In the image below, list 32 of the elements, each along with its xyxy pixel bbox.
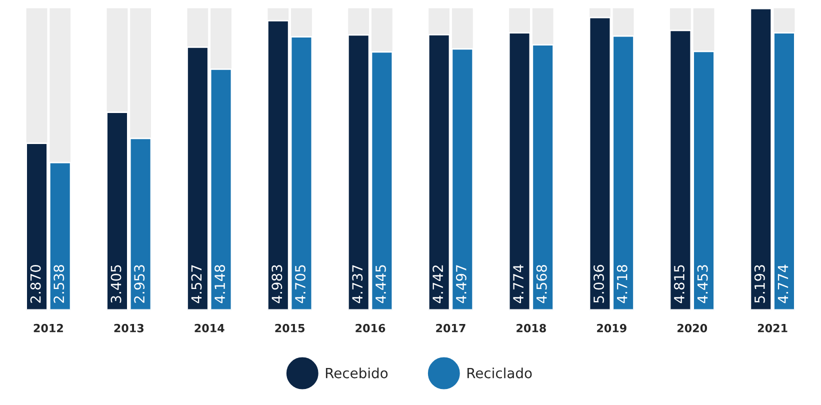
data-label: 5.193 bbox=[754, 265, 765, 303]
data-label: 4.148 bbox=[214, 264, 226, 304]
x-tick-label: 2019 bbox=[597, 324, 626, 332]
x-tick-label: 2020 bbox=[678, 324, 708, 332]
x-tick-label: 2013 bbox=[114, 324, 144, 332]
data-label: 4.705 bbox=[295, 265, 306, 304]
data-label: 2.538 bbox=[54, 264, 64, 303]
data-label: 4.737 bbox=[352, 265, 363, 304]
x-tick-label: 2014 bbox=[194, 324, 224, 332]
legend-label: Reciclado bbox=[467, 368, 532, 378]
data-label: 4.742 bbox=[432, 265, 443, 304]
x-tick-label: 2021 bbox=[758, 324, 788, 332]
data-label: 4.445 bbox=[376, 265, 386, 304]
legend-label: Recebido bbox=[326, 368, 388, 378]
data-label: 2.870 bbox=[30, 264, 41, 303]
x-tick-label: 2016 bbox=[356, 324, 386, 332]
data-label: 4.527 bbox=[191, 265, 202, 304]
data-label: 5.036 bbox=[594, 264, 604, 303]
data-label: 4.774 bbox=[513, 264, 524, 304]
data-label: 4.568 bbox=[536, 264, 547, 304]
data-label: 4.774 bbox=[778, 264, 788, 304]
data-label: 3.405 bbox=[110, 265, 122, 303]
data-label: 4.718 bbox=[616, 264, 628, 304]
data-label: 4.453 bbox=[697, 265, 708, 304]
data-label: 4.983 bbox=[272, 265, 282, 304]
x-tick-label: 2012 bbox=[34, 324, 63, 332]
x-tick-label: 2017 bbox=[436, 324, 466, 332]
x-tick-label: 2015 bbox=[275, 324, 304, 332]
data-label: 2.953 bbox=[134, 265, 145, 303]
data-label: 4.815 bbox=[674, 265, 684, 304]
data-label: 4.497 bbox=[456, 265, 466, 304]
x-tick-label: 2018 bbox=[516, 324, 546, 332]
